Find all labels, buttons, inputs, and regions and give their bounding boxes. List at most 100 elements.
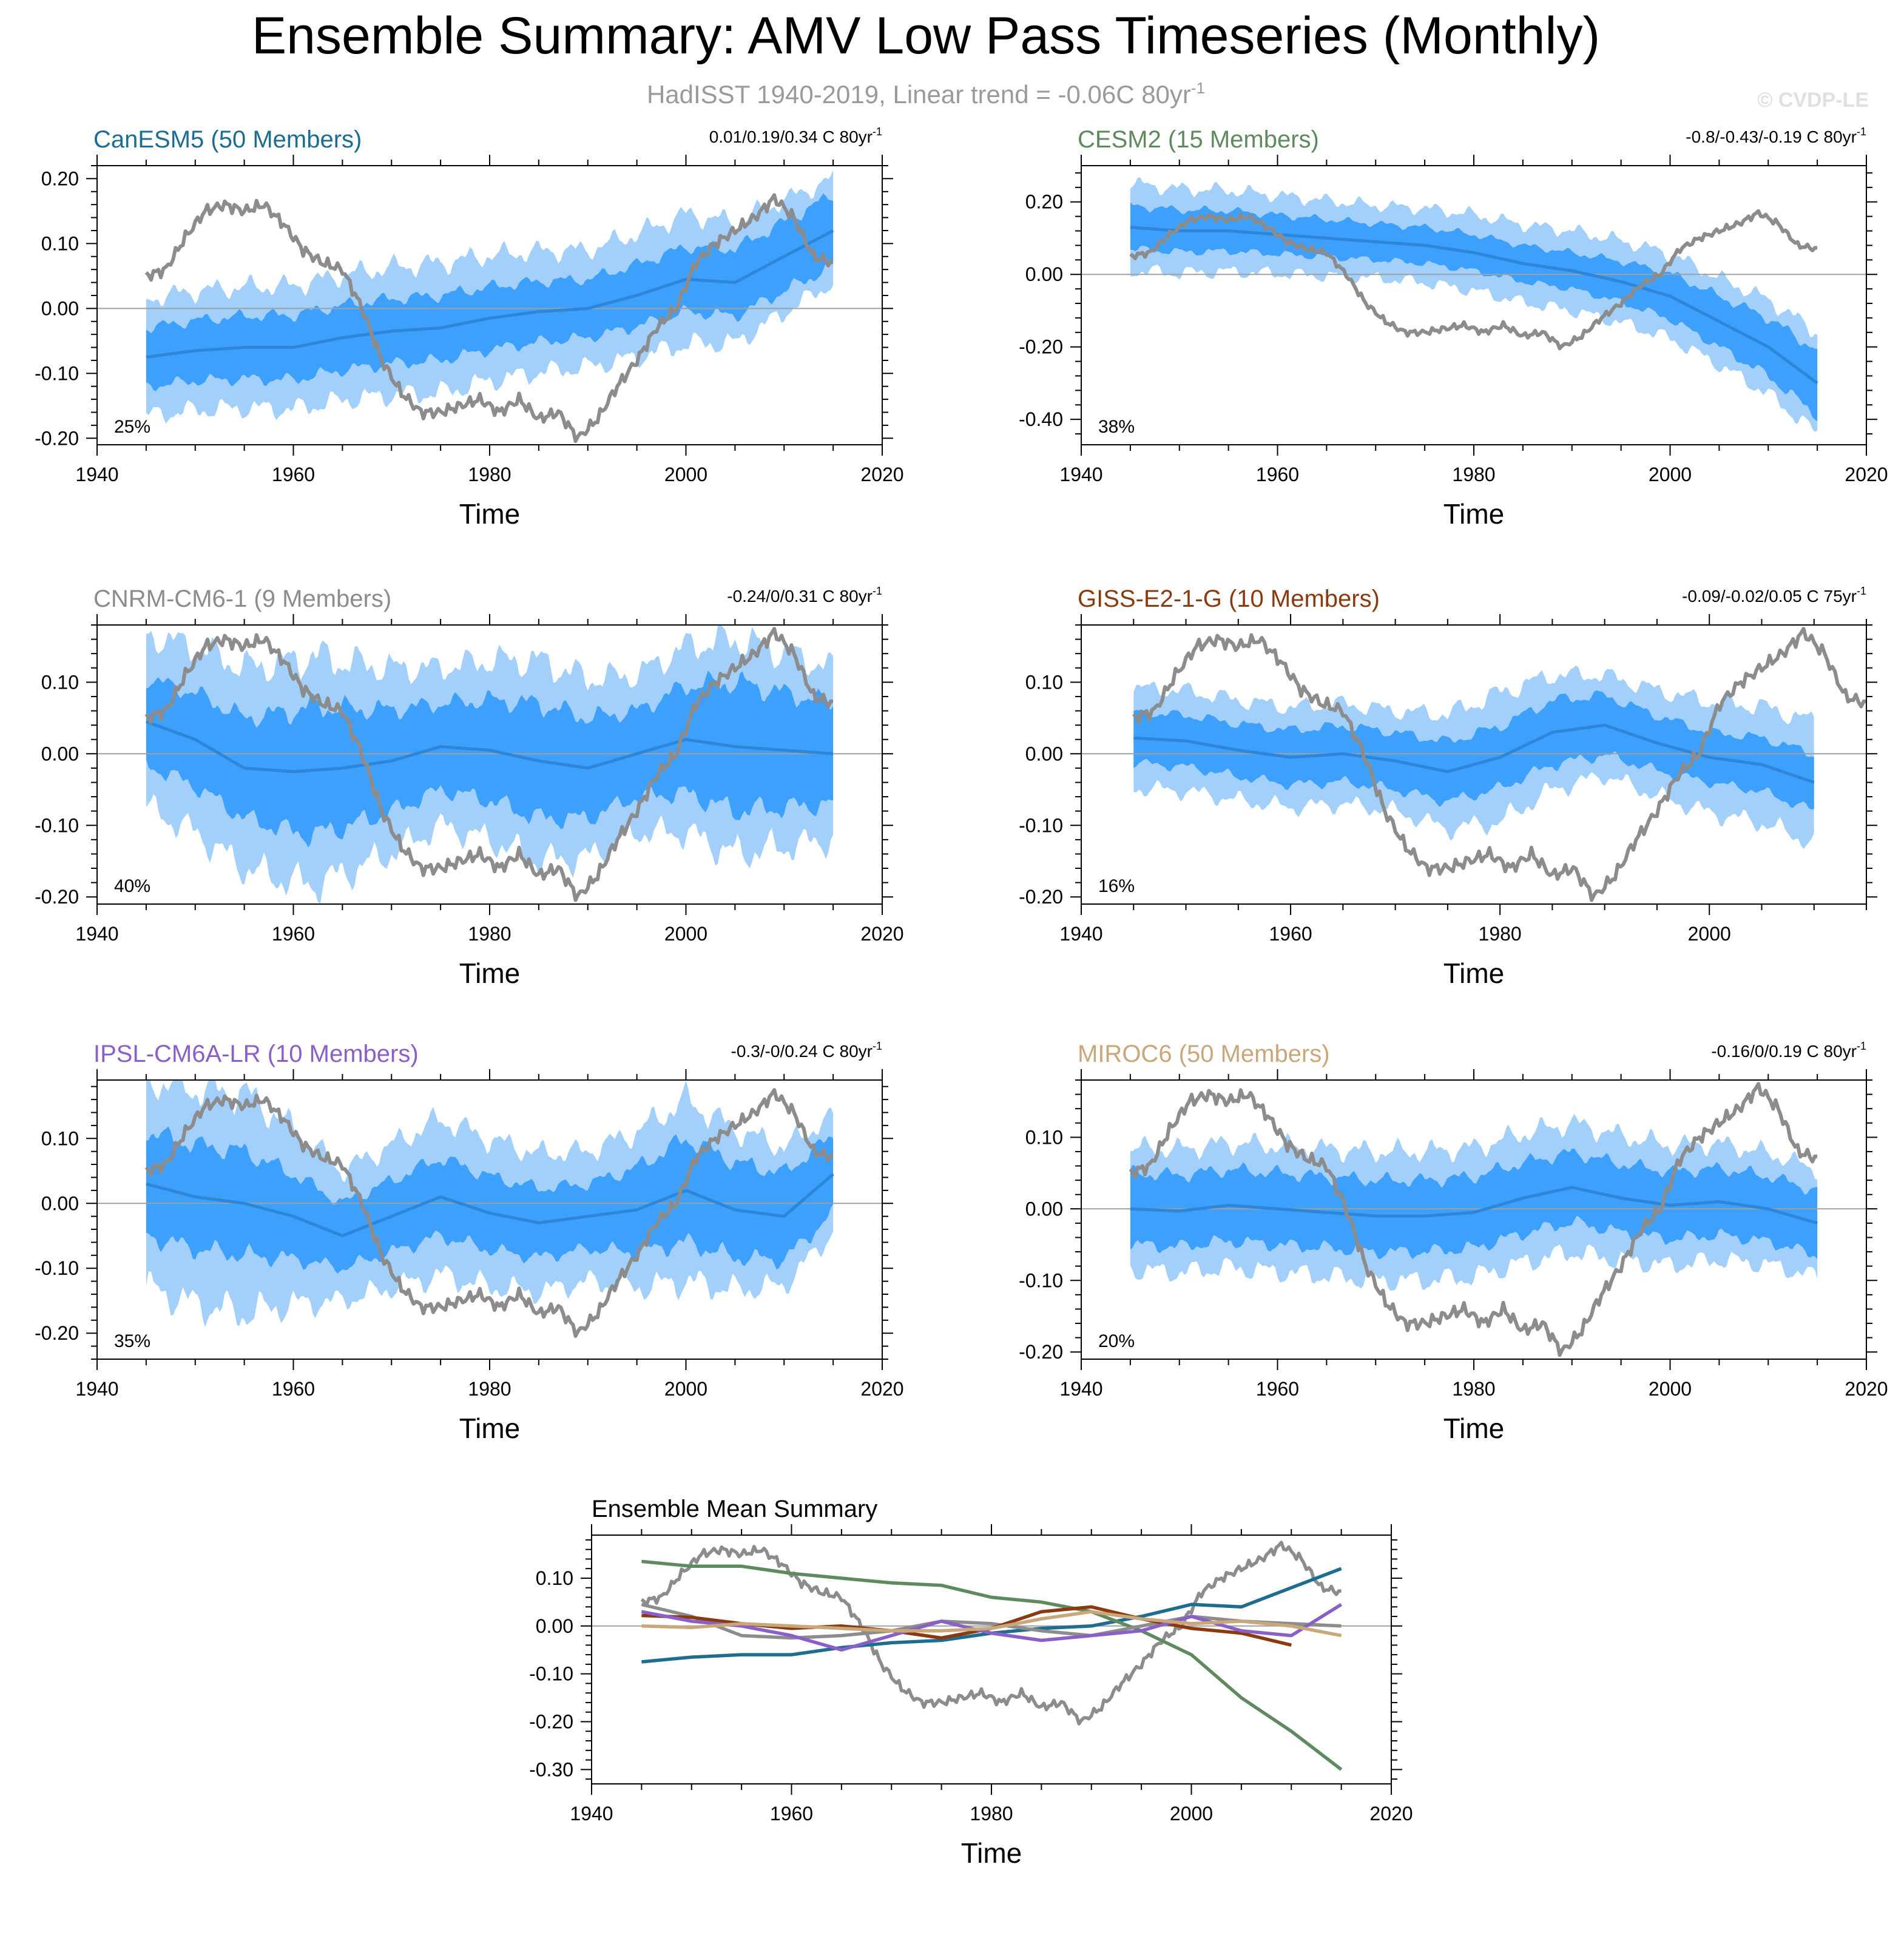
ensemble-mean-line (146, 229, 834, 359)
x-axis-title: Time (459, 1413, 521, 1444)
plot-area (1081, 1082, 1866, 1357)
trend-label: 0.01/0.19/0.34 C 80yr-1 (709, 126, 882, 146)
panel-miroc6: MIROC6 (50 Members) -0.16/0/0.19 C 80yr-1… (1019, 1040, 1888, 1444)
trend-label-text: -0.09/-0.02/0.05 C 75yr (1682, 587, 1857, 606)
figure-subtitle: HadISST 1940-2019, Linear trend = -0.06C… (647, 79, 1205, 109)
trend-label-sup: -1 (1857, 585, 1866, 597)
panel-title: CESM2 (15 Members) (1078, 126, 1319, 153)
x-tick-label: 1980 (468, 923, 511, 945)
y-tick-label: 0.20 (1025, 191, 1063, 213)
series-line-cnrm-cm6-1 (641, 1602, 1342, 1640)
trend-label-sup: -1 (1857, 126, 1866, 138)
x-tick-label: 1960 (272, 923, 315, 945)
y-tick-label: 0.00 (1025, 1198, 1063, 1220)
trend-label-text: 0.01/0.19/0.34 C 80yr (709, 127, 873, 146)
x-tick-label: 1960 (1256, 1378, 1299, 1400)
observed-line (1129, 1082, 1818, 1357)
y-tick-label: 0.20 (41, 167, 79, 189)
y-tick-label: 0.00 (1025, 743, 1063, 765)
plot-area (592, 1541, 1391, 1771)
y-tick-label: -0.10 (1019, 1269, 1063, 1291)
series-line-canesm5 (641, 1567, 1342, 1664)
range-band-inner (146, 1126, 834, 1274)
y-tick-label: -0.20 (35, 886, 79, 908)
x-tick-label: 1940 (1059, 464, 1102, 485)
plot-area (97, 625, 882, 904)
y-tick-label: -0.20 (1019, 886, 1063, 908)
percent-label: 38% (1098, 417, 1135, 437)
range-band-inner (1130, 1148, 1818, 1260)
trend-label-text: -0.8/-0.43/-0.19 C 80yr (1686, 127, 1857, 146)
percent-value: 16 (1098, 876, 1118, 896)
ensemble-mean-line (146, 720, 834, 774)
panel-title: GISS-E2-1-G (10 Members) (1078, 586, 1380, 612)
plot-area (97, 1080, 882, 1338)
observed-line (1129, 209, 1818, 351)
y-tick-label: 0.10 (536, 1567, 573, 1589)
x-tick-label: 2020 (860, 923, 903, 945)
y-tick-label: 0.10 (1025, 671, 1063, 693)
panel-ipsl: IPSL-CM6A-LR (10 Members) -0.3/-0/0.24 C … (35, 1040, 904, 1444)
series-line-ipsl-cm6a-lr (641, 1602, 1343, 1652)
plot-area (1081, 177, 1866, 432)
y-tick-label: 0.00 (41, 743, 79, 765)
y-tick-label: 0.10 (41, 671, 79, 693)
x-tick-label: 2000 (664, 464, 707, 485)
panel-cnrm: CNRM-CM6-1 (9 Members) -0.24/0/0.31 C 80y… (35, 585, 904, 989)
x-tick-label: 1960 (770, 1803, 813, 1825)
observed-line (144, 627, 834, 902)
y-tick-label: -0.40 (1019, 408, 1063, 430)
x-tick-label: 1940 (75, 1378, 118, 1400)
trend-label-text: -0.16/0/0.19 C 80yr (1711, 1042, 1857, 1061)
x-axis-title: Time (1443, 957, 1505, 989)
watermark: © CVDP-LE (1757, 89, 1869, 112)
x-tick-label: 1980 (468, 1378, 511, 1400)
y-tick-label: -0.10 (35, 814, 79, 836)
trend-label: -0.8/-0.43/-0.19 C 80yr-1 (1686, 126, 1866, 146)
panel-canesm5: CanESM5 (50 Members) 0.01/0.19/0.34 C 80y… (35, 126, 904, 530)
figure-subtitle-text: HadISST 1940-2019, Linear trend = -0.06C… (647, 80, 1191, 109)
series-line-observations (640, 1541, 1342, 1726)
y-tick-label: 0.00 (1025, 263, 1063, 285)
y-tick-label: -0.10 (35, 1257, 79, 1279)
x-tick-label: 2000 (664, 923, 707, 945)
ensemble-mean-line (1130, 226, 1818, 385)
percent-label: 40% (114, 876, 150, 896)
trend-label: -0.09/-0.02/0.05 C 75yr-1 (1682, 585, 1866, 606)
y-tick-label: 0.10 (41, 232, 79, 254)
trend-label-text: -0.24/0/0.31 C 80yr (727, 587, 873, 606)
percent-label: 20% (1098, 1331, 1135, 1351)
series-line-cesm2 (641, 1559, 1343, 1771)
percent-unit: % (1118, 876, 1135, 896)
trend-label: -0.16/0/0.19 C 80yr-1 (1711, 1040, 1866, 1061)
percent-unit: % (134, 417, 150, 437)
x-tick-label: 1980 (970, 1803, 1013, 1825)
plot-frame (591, 1535, 1392, 1784)
range-band-inner (146, 670, 834, 848)
y-tick-label: 0.10 (41, 1127, 79, 1149)
x-tick-label: 2020 (1845, 1378, 1888, 1400)
percent-unit: % (1118, 417, 1135, 437)
x-tick-label: 1960 (1256, 464, 1299, 485)
x-tick-label: 2000 (1170, 1803, 1213, 1825)
trend-label-sup: -1 (873, 585, 882, 597)
observed-line (1132, 627, 1866, 902)
x-tick-label: 2000 (1649, 1378, 1692, 1400)
plot-area (97, 170, 882, 444)
x-axis-title: Time (1443, 498, 1505, 530)
y-tick-label: -0.30 (529, 1758, 573, 1780)
y-tick-label: -0.20 (529, 1711, 573, 1733)
x-tick-label: 1940 (1059, 1378, 1102, 1400)
percent-label: 25% (114, 417, 150, 437)
percent-value: 40 (114, 876, 134, 896)
y-tick-label: 0.00 (41, 297, 79, 319)
percent-label: 16% (1098, 876, 1135, 896)
y-tick-label: 0.00 (536, 1615, 573, 1637)
panel-title: MIROC6 (50 Members) (1078, 1041, 1330, 1067)
x-axis-title: Time (459, 498, 521, 530)
x-tick-label: 2020 (860, 1378, 903, 1400)
percent-unit: % (1118, 1331, 1135, 1351)
y-tick-label: -0.10 (529, 1663, 573, 1685)
percent-label: 35% (114, 1331, 150, 1351)
range-band-inner (1133, 690, 1814, 810)
